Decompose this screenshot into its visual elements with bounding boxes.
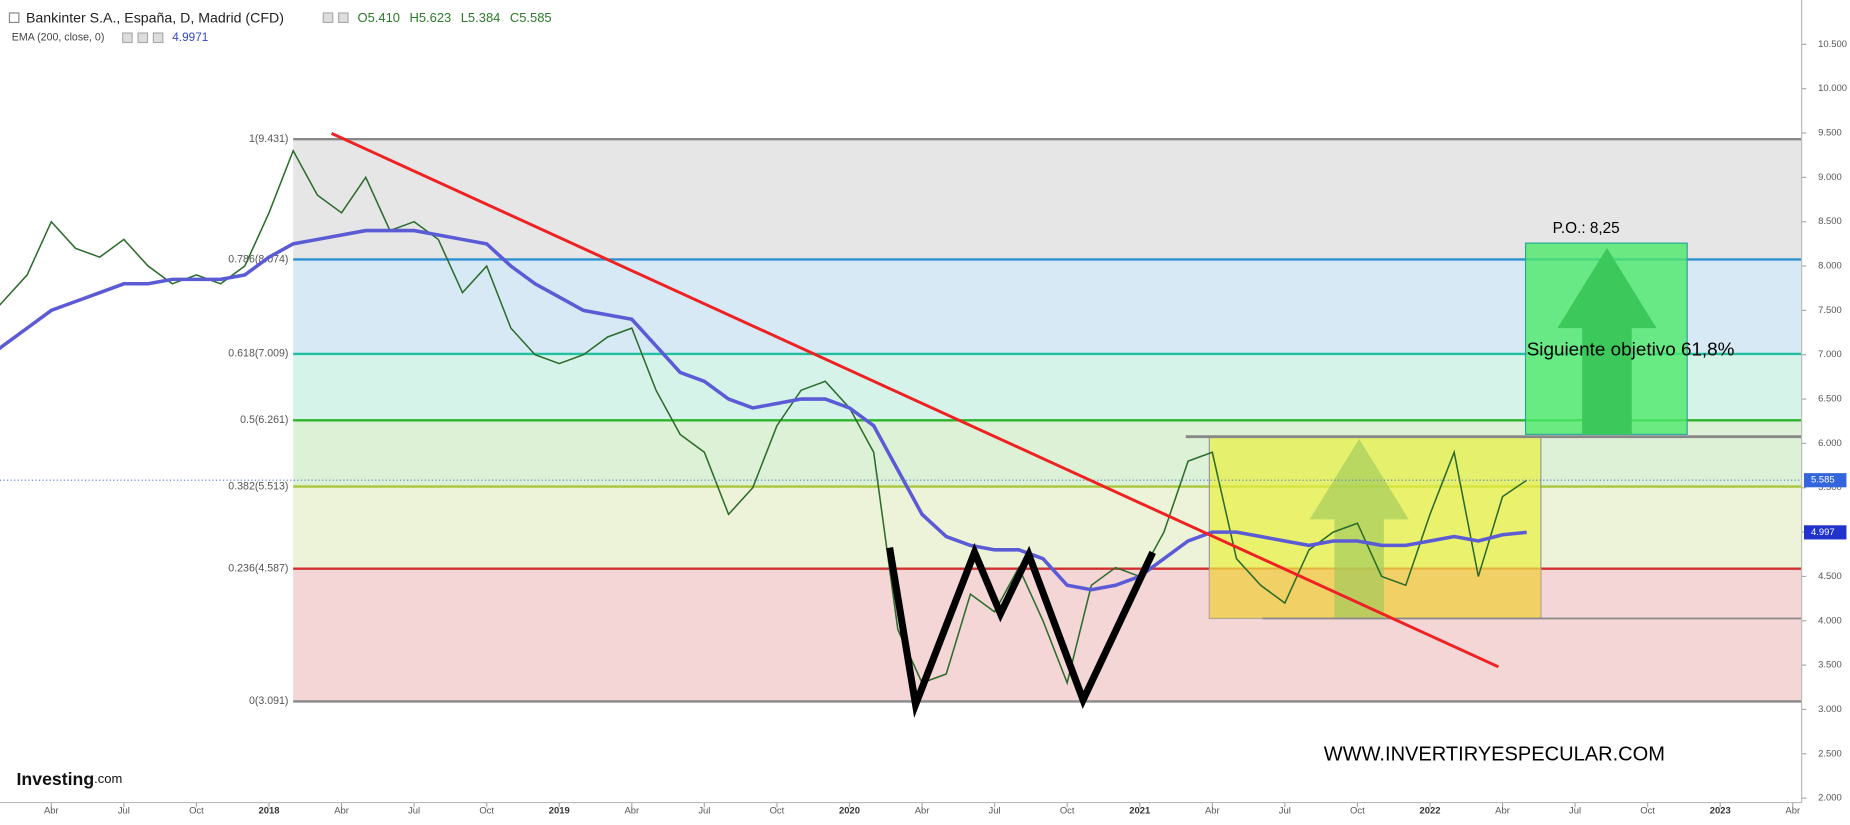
price-tag-label: 5.585 [1811, 475, 1835, 486]
target-label: P.O.: 8,25 [1553, 220, 1620, 237]
y-tick-label: 10.500 [1818, 39, 1847, 50]
x-tick-label: Abr [334, 805, 349, 816]
price-line [0, 148, 1528, 686]
fib-label: 0.236(4.587) [228, 563, 288, 575]
x-tick-label: 2022 [1419, 805, 1440, 816]
x-tick-label: Oct [1640, 805, 1655, 816]
double-bottom [886, 542, 1156, 718]
ema-tag-label: 4.997 [1811, 527, 1835, 538]
x-tick-label: 2021 [1129, 805, 1150, 816]
ema-tag [1803, 525, 1847, 540]
x-tick-label: Oct [189, 805, 204, 816]
y-tick-label: 7.000 [1818, 349, 1842, 360]
y-tick-label: 9.000 [1818, 172, 1842, 183]
ema-value: 4.9971 [172, 30, 208, 44]
fib-zone [293, 139, 1802, 260]
trendline [330, 132, 1500, 669]
x-tick-label: 2018 [259, 805, 280, 816]
x-tick-label: Jul [989, 805, 1001, 816]
x-tick-label: Abr [915, 805, 930, 816]
fib-zone [293, 486, 1802, 569]
x-tick-label: Jul [698, 805, 710, 816]
arrow [1557, 247, 1657, 435]
icon [338, 12, 349, 24]
y-tick-label: 10.000 [1818, 83, 1847, 94]
website: WWW.INVERTIRYESPECULAR.COM [1324, 744, 1665, 766]
y-tick-label: 4.000 [1818, 615, 1842, 626]
x-tick-label: 2020 [839, 805, 860, 816]
icon [152, 32, 164, 44]
fib-label: 0.5(6.261) [240, 414, 288, 426]
price-tag [1803, 473, 1847, 488]
y-tick-label: 4.500 [1818, 571, 1842, 582]
next-target: Siguiente objetivo 61,8% [1527, 340, 1735, 361]
fib-label: 0.382(5.513) [228, 480, 288, 492]
fib-zone [293, 568, 1802, 702]
x-tick-label: Oct [479, 805, 494, 816]
x-tick-label: Jul [1279, 805, 1291, 816]
x-tick-label: Jul [408, 805, 420, 816]
fib-label: 0.618(7.009) [228, 348, 288, 360]
y-tick-label: 8.500 [1818, 216, 1842, 227]
y-tick-label: 3.000 [1818, 704, 1842, 715]
y-tick-label: 6.500 [1818, 394, 1842, 405]
y-tick-label: 2.500 [1818, 748, 1842, 759]
y-tick-label: 9.500 [1818, 128, 1842, 139]
y-tick-label: 5.500 [1818, 482, 1842, 493]
y-tick-label: 3.500 [1818, 660, 1842, 671]
fib-label: 1(9.431) [249, 133, 289, 145]
x-tick-label: 2019 [549, 805, 570, 816]
icon [322, 12, 334, 24]
x-tick-label: Oct [1350, 805, 1365, 816]
fib-label: 0(3.091) [249, 695, 289, 707]
ohlc: O5.410 H5.623 L5.384 C5.585 [357, 10, 551, 25]
x-tick-label: Abr [1785, 805, 1800, 816]
title: Bankinter S.A., España, D, Madrid (CFD) [26, 11, 284, 27]
x-tick-label: Abr [44, 805, 59, 816]
x-tick-label: Abr [624, 805, 639, 816]
x-tick-label: Abr [1205, 805, 1220, 816]
ema-line [0, 228, 1527, 592]
y-tick-label: 7.500 [1818, 305, 1842, 316]
x-tick-label: Jul [1569, 805, 1581, 816]
icon [122, 32, 133, 44]
x-tick-label: 2023 [1710, 805, 1731, 816]
x-tick-label: Oct [770, 805, 785, 816]
y-tick-label: 2.000 [1818, 793, 1842, 804]
x-tick-label: Jul [118, 805, 130, 816]
ema-legend: EMA (200, close, 0) [12, 32, 105, 44]
icon [8, 12, 20, 24]
icon [137, 32, 149, 44]
series: 5.585 4.997 [0, 148, 1847, 686]
y-tick-label: 8.000 [1818, 261, 1842, 272]
logo: Investing.com [17, 769, 123, 789]
y-tick-label: 6.000 [1818, 438, 1842, 449]
x-tick-label: Abr [1495, 805, 1510, 816]
x-tick-label: Oct [1060, 805, 1075, 816]
